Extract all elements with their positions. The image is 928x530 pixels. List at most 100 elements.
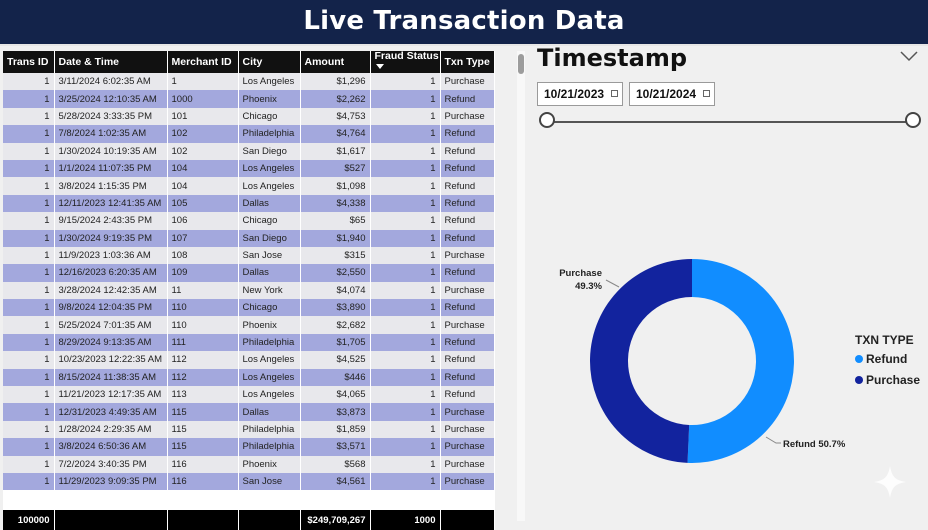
column-header-merchant-id[interactable]: Merchant ID xyxy=(167,51,239,73)
table-row[interactable]: 1 12/11/2023 12:41:35 AM 105 Dallas $4,338 1 R… xyxy=(3,194,495,213)
table-row[interactable]: 1 1/28/2024 2:29:35 AM 115 Philadelphia $1,8… xyxy=(3,420,495,439)
table-row[interactable]: 1 1/30/2024 9:19:35 PM 107 San Diego $1,940 1… xyxy=(3,229,495,247)
cell-trans-id: 1 xyxy=(3,281,55,300)
cell-date-time: 8/15/2024 11:38:35 AM xyxy=(54,368,168,387)
range-start-handle[interactable] xyxy=(539,112,555,128)
header-bar: Live Transaction Data xyxy=(0,0,928,46)
table-header-row: Trans ID Date & Time Merchant ID City Am… xyxy=(3,51,495,73)
cell-txn-type: Refund xyxy=(440,368,495,387)
table-row[interactable]: 1 1/30/2024 10:19:35 AM 102 San Diego $1,617… xyxy=(3,142,495,160)
start-date-input[interactable]: 10/21/2023 xyxy=(537,82,623,106)
column-header-txn-type[interactable]: Txn Type xyxy=(440,51,495,73)
cell-date-time: 8/29/2024 9:13:35 AM xyxy=(54,333,168,352)
cell-fraud-status: 1 xyxy=(370,299,441,317)
cell-amount: $2,682 xyxy=(300,316,371,334)
legend-item-purchase[interactable]: Purchase xyxy=(855,373,920,387)
calendar-icon[interactable] xyxy=(703,90,710,97)
purchase-leader-line xyxy=(605,279,620,288)
column-header-date-time[interactable]: Date & Time xyxy=(54,51,168,73)
refund-leader-line xyxy=(765,436,781,444)
date-range-track[interactable] xyxy=(547,121,913,123)
column-header-amount[interactable]: Amount xyxy=(300,51,371,73)
cell-fraud-status: 1 xyxy=(370,107,441,126)
calendar-icon[interactable] xyxy=(611,90,618,97)
cell-fraud-status: 1 xyxy=(370,351,441,369)
cell-merchant-id: 110 xyxy=(167,316,239,334)
panel-divider xyxy=(517,51,525,521)
table-row[interactable]: 1 3/8/2024 6:50:36 AM 115 Philadelphia $3,57… xyxy=(3,438,495,456)
table-row[interactable]: 1 3/11/2024 6:02:35 AM 1 Los Angeles $1,296 1… xyxy=(3,73,495,91)
table-row[interactable]: 1 8/15/2024 11:38:35 AM 112 Los Angeles $446… xyxy=(3,368,495,387)
table-row[interactable]: 1 3/8/2024 1:15:35 PM 104 Los Angeles $1,098… xyxy=(3,177,495,195)
cell-fraud-status: 1 xyxy=(370,125,441,143)
table-scrollbar[interactable] xyxy=(518,54,524,74)
cell-trans-id: 1 xyxy=(3,212,55,230)
table-row[interactable]: 1 11/29/2023 9:09:35 PM 116 San Jose $4,561 1… xyxy=(3,472,495,491)
cell-trans-id: 1 xyxy=(3,264,55,282)
cell-fraud-status: 1 xyxy=(370,420,441,439)
cell-merchant-id: 101 xyxy=(167,107,239,126)
cell-city: New York xyxy=(238,281,301,300)
cell-city: Philadelphia xyxy=(238,438,301,456)
cell-merchant-id: 102 xyxy=(167,125,239,143)
table-row[interactable]: 1 12/31/2023 4:49:35 AM 115 Dallas $3,873 1 Pu… xyxy=(3,403,495,421)
cell-date-time: 12/11/2023 12:41:35 AM xyxy=(54,194,168,213)
cell-amount: $315 xyxy=(300,246,371,265)
cell-txn-type: Refund xyxy=(440,125,495,143)
table-row[interactable]: 1 3/25/2024 12:10:35 AM 1000 Phoenix $2,262 1… xyxy=(3,90,495,108)
cell-city: Chicago xyxy=(238,212,301,230)
cell-txn-type: Refund xyxy=(440,212,495,230)
cell-trans-id: 1 xyxy=(3,159,55,178)
table-row[interactable]: 1 5/28/2024 3:33:35 PM 101 Chicago $4,753 1 Pu… xyxy=(3,107,495,126)
cell-txn-type: Refund xyxy=(440,264,495,282)
table-row[interactable]: 1 1/1/2024 11:07:35 PM 104 Los Angeles $527 1… xyxy=(3,159,495,178)
table-row[interactable]: 1 11/21/2023 12:17:35 AM 113 Los Angeles $4,… xyxy=(3,386,495,404)
cell-date-time: 10/23/2023 12:22:35 AM xyxy=(54,351,168,369)
cell-city: Dallas xyxy=(238,264,301,282)
table-row[interactable]: 1 8/29/2024 9:13:35 AM 111 Philadelphia $1,7… xyxy=(3,333,495,352)
table-row[interactable]: 1 11/9/2023 1:03:36 AM 108 San Jose $315 1 Pur… xyxy=(3,246,495,265)
table-row[interactable]: 1 10/23/2023 12:22:35 AM 112 Los Angeles $4,… xyxy=(3,351,495,369)
cell-trans-id: 1 xyxy=(3,142,55,160)
cell-merchant-id: 115 xyxy=(167,420,239,439)
end-date-input[interactable]: 10/21/2024 xyxy=(629,82,715,106)
cell-amount: $1,617 xyxy=(300,142,371,160)
cell-city: Dallas xyxy=(238,194,301,213)
cell-date-time: 5/25/2024 7:01:35 AM xyxy=(54,316,168,334)
cell-amount: $446 xyxy=(300,368,371,387)
range-end-handle[interactable] xyxy=(905,112,921,128)
legend-label-purchase: Purchase xyxy=(866,373,921,387)
table-row[interactable]: 1 3/28/2024 12:42:35 AM 11 New York $4,074 1 P… xyxy=(3,281,495,300)
cell-txn-type: Purchase xyxy=(440,472,495,491)
cell-date-time: 7/8/2024 1:02:35 AM xyxy=(54,125,168,143)
cell-city: San Diego xyxy=(238,142,301,160)
cell-merchant-id: 111 xyxy=(167,333,239,352)
donut-slice-refund[interactable] xyxy=(687,259,794,463)
cell-city: San Diego xyxy=(238,229,301,247)
legend-label-refund: Refund xyxy=(866,352,908,366)
cell-txn-type: Refund xyxy=(440,177,495,195)
table-row[interactable]: 1 9/15/2024 2:43:35 PM 106 Chicago $65 1 Refun… xyxy=(3,212,495,230)
cell-merchant-id: 102 xyxy=(167,142,239,160)
legend-item-refund[interactable]: Refund xyxy=(855,352,907,366)
cell-date-time: 3/8/2024 1:15:35 PM xyxy=(54,177,168,195)
donut-slice-purchase[interactable] xyxy=(589,259,692,463)
column-header-fraud-status[interactable]: Fraud Status xyxy=(370,51,441,73)
table-row[interactable]: 1 12/16/2023 6:20:35 AM 109 Dallas $2,550 1 Re… xyxy=(3,264,495,282)
column-header-city[interactable]: City xyxy=(238,51,301,73)
column-header-trans-id[interactable]: Trans ID xyxy=(3,51,55,73)
cell-fraud-status: 1 xyxy=(370,281,441,300)
table-row[interactable]: 1 5/25/2024 7:01:35 AM 110 Phoenix $2,682 1 Pu… xyxy=(3,316,495,334)
cell-merchant-id: 1000 xyxy=(167,90,239,108)
cell-amount: $2,262 xyxy=(300,90,371,108)
table-row[interactable]: 1 9/8/2024 12:04:35 PM 110 Chicago $3,890 1 Re… xyxy=(3,299,495,317)
cell-fraud-status: 1 xyxy=(370,90,441,108)
sort-descending-icon[interactable] xyxy=(375,64,384,69)
cell-city: Philadelphia xyxy=(238,125,301,143)
chevron-down-icon[interactable] xyxy=(900,50,918,62)
cell-amount: $2,550 xyxy=(300,264,371,282)
table-row[interactable]: 1 7/8/2024 1:02:35 AM 102 Philadelphia $4,76… xyxy=(3,125,495,143)
cell-txn-type: Refund xyxy=(440,90,495,108)
cell-fraud-status: 1 xyxy=(370,264,441,282)
table-row[interactable]: 1 7/2/2024 3:40:35 PM 116 Phoenix $568 1 Purch… xyxy=(3,455,495,473)
